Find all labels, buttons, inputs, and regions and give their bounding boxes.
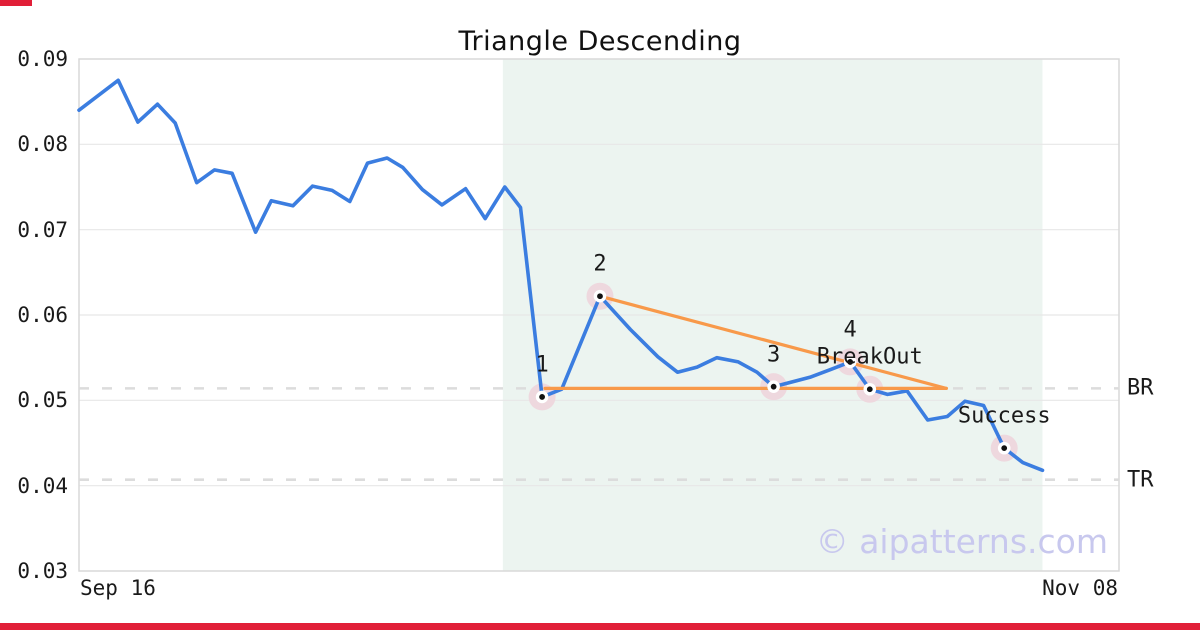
marker-dot-breakout	[863, 382, 877, 396]
marker-dot-3	[767, 380, 780, 393]
chart-title: Triangle Descending	[458, 26, 742, 57]
bottom-accent-bar	[0, 623, 1200, 630]
watermark: © aipatterns.com	[815, 522, 1108, 561]
x-axis-label-start: Sep 16	[80, 576, 156, 600]
marker-dot-4	[843, 355, 857, 369]
top-left-accent-bar	[0, 0, 32, 6]
x-axis-label-end: Nov 08	[1042, 576, 1118, 600]
marker-dot-success	[997, 441, 1011, 455]
plot-frame	[78, 58, 1120, 572]
trendline-resistance	[598, 294, 948, 390]
marker-dot-2	[593, 289, 607, 303]
marker-dot-1	[535, 390, 549, 404]
